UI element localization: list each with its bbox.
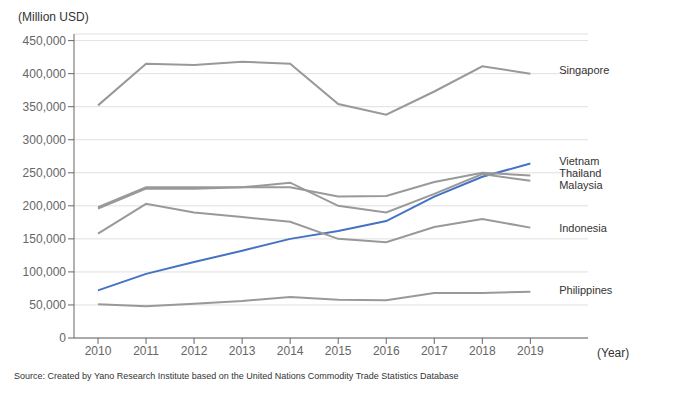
svg-text:200,000: 200,000 xyxy=(23,199,67,213)
svg-text:400,000: 400,000 xyxy=(23,67,67,81)
svg-text:100,000: 100,000 xyxy=(23,265,67,279)
svg-text:2017: 2017 xyxy=(421,344,448,358)
svg-text:2015: 2015 xyxy=(325,344,352,358)
svg-text:450,000: 450,000 xyxy=(23,34,67,48)
svg-text:Vietnam: Vietnam xyxy=(559,155,599,167)
svg-text:Thailand: Thailand xyxy=(559,167,601,179)
svg-text:2016: 2016 xyxy=(373,344,400,358)
svg-text:Malaysia: Malaysia xyxy=(559,179,603,191)
svg-text:2019: 2019 xyxy=(517,344,544,358)
svg-text:300,000: 300,000 xyxy=(23,133,67,147)
html-text:Source: Created by Yano Resear: Source: Created by Yano Research Institu… xyxy=(14,371,459,381)
svg-text:250,000: 250,000 xyxy=(23,166,67,180)
svg-text:2011: 2011 xyxy=(133,344,159,358)
svg-text:150,000: 150,000 xyxy=(23,232,67,246)
svg-text:2014: 2014 xyxy=(277,344,304,358)
svg-text:(Year): (Year) xyxy=(597,346,629,360)
svg-text:2012: 2012 xyxy=(181,344,208,358)
svg-text:50,000: 50,000 xyxy=(29,298,66,312)
html-text:(Million USD): (Million USD) xyxy=(18,10,89,24)
svg-text:2018: 2018 xyxy=(469,344,496,358)
svg-text:2013: 2013 xyxy=(229,344,256,358)
svg-text:Philippines: Philippines xyxy=(559,284,613,296)
svg-text:0: 0 xyxy=(59,331,66,345)
svg-text:350,000: 350,000 xyxy=(23,100,67,114)
svg-text:Indonesia: Indonesia xyxy=(559,222,608,234)
svg-text:2010: 2010 xyxy=(85,344,112,358)
svg-text:Singapore: Singapore xyxy=(559,64,609,76)
